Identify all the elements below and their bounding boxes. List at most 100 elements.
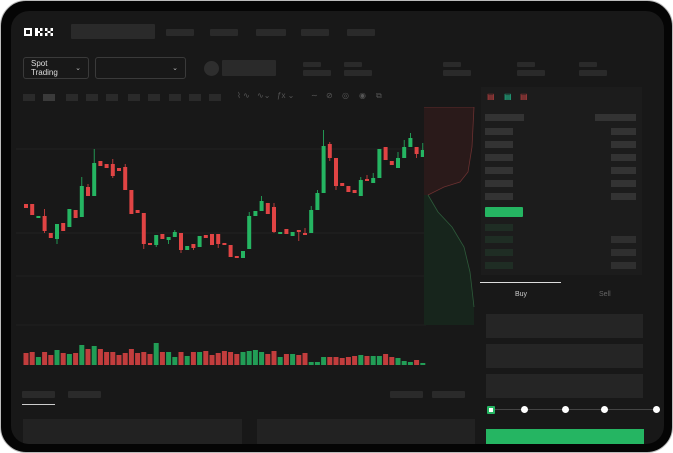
- timeframe-button[interactable]: [66, 94, 78, 101]
- tab-buy[interactable]: Buy: [515, 291, 528, 298]
- total-input[interactable]: [486, 374, 643, 398]
- candle[interactable]: [129, 190, 134, 214]
- timeframe-button[interactable]: [23, 94, 35, 101]
- candle[interactable]: [383, 147, 388, 160]
- wave-icon[interactable]: ∼: [311, 91, 318, 100]
- candle[interactable]: [284, 229, 289, 234]
- candle[interactable]: [216, 234, 221, 248]
- candle[interactable]: [203, 235, 208, 238]
- slider-step-25[interactable]: [521, 406, 528, 413]
- buy-button[interactable]: [486, 429, 644, 444]
- candle[interactable]: [55, 224, 59, 244]
- timeframe-button[interactable]: [169, 94, 181, 101]
- candle[interactable]: [104, 164, 109, 168]
- timeframe-button[interactable]: [106, 94, 118, 101]
- candle[interactable]: [86, 184, 90, 196]
- amount-input[interactable]: [486, 344, 643, 368]
- spot-trading-dropdown[interactable]: Spot Trading ⌄: [23, 57, 89, 79]
- candle[interactable]: [315, 190, 320, 210]
- candle[interactable]: [185, 246, 190, 250]
- candle[interactable]: [290, 232, 295, 236]
- candle[interactable]: [278, 232, 283, 234]
- candle[interactable]: [346, 186, 351, 192]
- search-bar[interactable]: [71, 24, 155, 39]
- indicator-icon[interactable]: ∿⌄: [257, 91, 271, 100]
- fx-icon[interactable]: ƒx ⌄: [277, 91, 295, 100]
- fullscreen-icon[interactable]: ⧉: [376, 91, 382, 100]
- candle[interactable]: [352, 190, 357, 193]
- view-all-button[interactable]: [432, 391, 465, 398]
- line-tool-icon[interactable]: ⌇ ∿: [237, 91, 250, 100]
- timeframe-button[interactable]: [189, 94, 201, 101]
- candle[interactable]: [36, 216, 41, 218]
- candle[interactable]: [253, 211, 258, 216]
- candle[interactable]: [98, 161, 103, 166]
- nav-item[interactable]: [166, 29, 194, 36]
- orderbook-bids-icon[interactable]: ▤: [504, 92, 512, 101]
- timeframe-button[interactable]: [209, 94, 221, 101]
- candle[interactable]: [92, 149, 97, 196]
- candle[interactable]: [123, 164, 128, 190]
- pencil-icon[interactable]: ⊘: [326, 91, 333, 100]
- candle[interactable]: [24, 204, 28, 208]
- settings-icon[interactable]: ◉: [359, 91, 366, 100]
- candle[interactable]: [172, 230, 177, 237]
- candle[interactable]: [259, 196, 264, 211]
- candle[interactable]: [309, 206, 314, 233]
- nav-item[interactable]: [347, 29, 375, 36]
- candle[interactable]: [48, 233, 53, 238]
- candle[interactable]: [191, 244, 196, 250]
- candle[interactable]: [67, 209, 72, 227]
- timeframe-button[interactable]: [43, 94, 55, 101]
- candle[interactable]: [42, 209, 47, 233]
- camera-icon[interactable]: ◎: [342, 91, 349, 100]
- candlestick-chart[interactable]: [11, 11, 431, 371]
- nav-item[interactable]: [210, 29, 238, 36]
- candle[interactable]: [389, 161, 394, 165]
- orderbook-both-icon[interactable]: ▤: [487, 92, 495, 101]
- candle[interactable]: [141, 213, 146, 249]
- candle[interactable]: [234, 256, 239, 258]
- candle[interactable]: [210, 234, 214, 245]
- candle[interactable]: [414, 147, 419, 158]
- nav-item[interactable]: [301, 29, 329, 36]
- candle[interactable]: [166, 237, 171, 244]
- orderbook-asks-icon[interactable]: ▤: [520, 92, 528, 101]
- candle[interactable]: [371, 173, 376, 183]
- candle[interactable]: [303, 228, 307, 235]
- candle[interactable]: [135, 210, 140, 213]
- candle[interactable]: [160, 234, 165, 239]
- candle[interactable]: [228, 245, 233, 257]
- candle[interactable]: [402, 140, 407, 158]
- candle[interactable]: [110, 159, 115, 178]
- candle[interactable]: [61, 223, 66, 231]
- slider-step-100[interactable]: [653, 406, 660, 413]
- tab-sell[interactable]: Sell: [599, 291, 611, 298]
- candle[interactable]: [265, 203, 270, 214]
- slider-step-50[interactable]: [562, 406, 569, 413]
- timeframe-button[interactable]: [148, 94, 160, 101]
- candle[interactable]: [179, 233, 183, 253]
- candle[interactable]: [148, 243, 152, 245]
- tab-open-orders[interactable]: [22, 391, 55, 398]
- candle[interactable]: [396, 152, 400, 168]
- candle[interactable]: [154, 235, 159, 247]
- price-input[interactable]: [486, 314, 643, 338]
- slider-step-75[interactable]: [601, 406, 608, 413]
- candle[interactable]: [321, 130, 326, 193]
- nav-item[interactable]: [256, 29, 286, 36]
- candle[interactable]: [327, 142, 332, 161]
- timeframe-button[interactable]: [86, 94, 98, 101]
- candle[interactable]: [340, 183, 345, 186]
- candle[interactable]: [73, 210, 78, 218]
- candle[interactable]: [420, 143, 425, 157]
- candle[interactable]: [241, 251, 245, 258]
- candle[interactable]: [272, 203, 276, 233]
- candle[interactable]: [408, 133, 413, 147]
- candle[interactable]: [247, 212, 252, 249]
- timeframe-button[interactable]: [128, 94, 140, 101]
- candle[interactable]: [30, 204, 35, 215]
- candle[interactable]: [334, 158, 338, 190]
- candle[interactable]: [222, 243, 227, 245]
- candle[interactable]: [117, 168, 121, 171]
